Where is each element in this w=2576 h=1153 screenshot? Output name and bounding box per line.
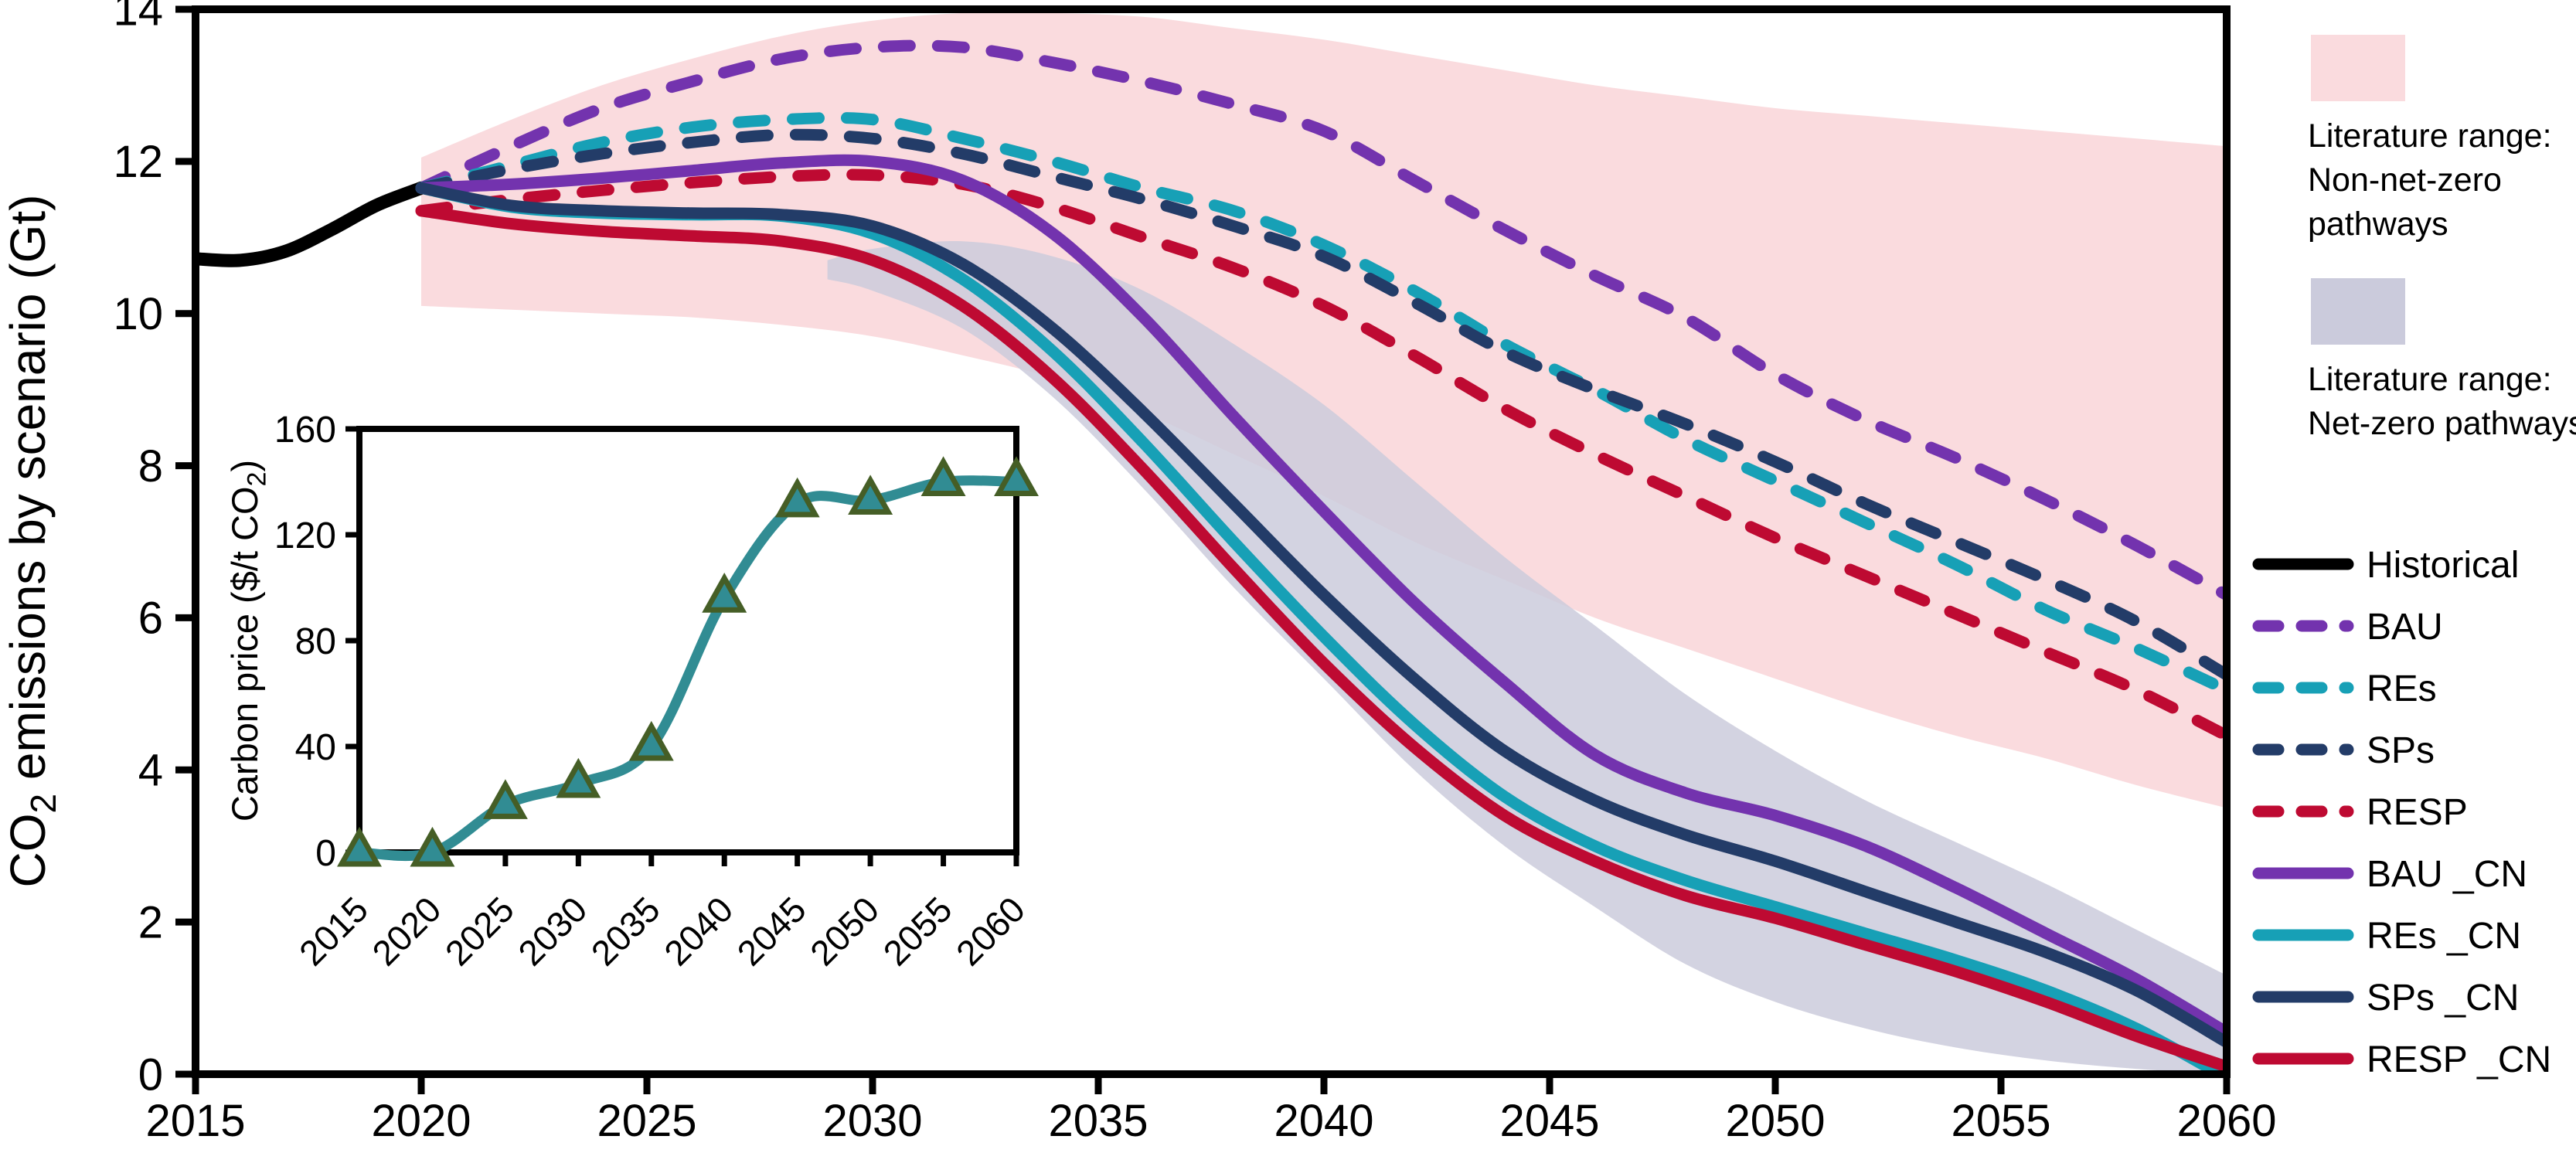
inset-x-tick-label: 2045 <box>730 889 814 973</box>
carbon-price-line <box>354 475 1022 862</box>
x-tick-label: 2060 <box>2176 1096 2276 1146</box>
x-axis: 2015 2020 2025 2030 2035 2040 2045 2050 2055 2060 <box>145 1074 2277 1146</box>
triangle-marker-icon <box>994 456 1039 496</box>
inset-x-tick-label: 2030 <box>510 889 594 973</box>
inset-x-tick-label: 2025 <box>437 889 522 973</box>
y-tick-label: 4 <box>138 746 163 796</box>
series-line-res <box>415 111 2227 696</box>
y-axis: 0 2 4 6 8 10 12 14 <box>113 0 196 1100</box>
legend-item-sps-cn: SPs _CN <box>2252 978 2519 1019</box>
legend-item-literature-range-net-zero: Literature range: Net-zero pathways <box>2308 278 2576 442</box>
legend-label: BAU _CN <box>2367 854 2527 895</box>
legend-range-label: Non-net-zero <box>2308 162 2502 199</box>
inset-x-tick-label: 2040 <box>656 889 740 973</box>
y-tick-label: 14 <box>113 0 163 35</box>
inset-x-tick-label: 2055 <box>875 889 959 973</box>
triangle-marker-icon <box>337 826 382 867</box>
legend-range-label: Literature range: <box>2308 117 2552 155</box>
legend-swatch-icon <box>2311 278 2405 345</box>
legend: Literature range:Non-net-zeropathwaysLit… <box>2252 35 2576 1080</box>
axis-title: Carbon price ($/t CO2) <box>224 460 271 821</box>
x-tick-label: 2045 <box>1499 1096 1599 1146</box>
inset-x-tick-label: 2060 <box>948 889 1033 973</box>
inset-y-tick-label: 160 <box>274 410 336 451</box>
legend-label: SPs <box>2367 730 2435 771</box>
axis-title: CO2 emissions by scenario (Gt) <box>0 195 63 888</box>
inset-x-tick-label: 2020 <box>364 889 448 973</box>
x-tick-label: 2035 <box>1048 1096 1148 1146</box>
legend-label: RESP <box>2367 792 2468 833</box>
triangle-marker-icon <box>410 826 455 867</box>
series-line-historical <box>196 181 428 267</box>
legend-range-label: Net-zero pathways <box>2308 405 2576 442</box>
x-tick-label: 2025 <box>597 1096 696 1146</box>
legend-item-literature-range-non-net-zero: Literature range: Non-net-zero pathways <box>2308 35 2552 243</box>
legend-item-resp: RESP <box>2252 792 2468 833</box>
inset-y-tick-label: 80 <box>295 621 336 662</box>
triangle-marker-icon <box>848 474 893 515</box>
x-tick-label: 2055 <box>1951 1096 2050 1146</box>
triangle-marker-icon <box>702 573 747 613</box>
legend-label: REs <box>2367 668 2437 709</box>
legend-item-resp-cn: RESP _CN <box>2252 1039 2551 1080</box>
triangle-marker-icon <box>920 456 966 496</box>
y-tick-label: 0 <box>138 1049 163 1100</box>
x-tick-label: 2030 <box>822 1096 922 1146</box>
legend-item-bau-cn: BAU _CN <box>2252 854 2527 895</box>
inset-x-tick-label: 2035 <box>584 889 668 973</box>
triangle-marker-icon <box>628 720 674 761</box>
legend-range-label: pathways <box>2308 206 2448 243</box>
y-tick-label: 10 <box>113 289 163 339</box>
legend-label: Historical <box>2367 545 2519 586</box>
legend-item-res: REs <box>2252 668 2437 709</box>
series-line-sps-cn <box>415 182 2227 1049</box>
series-line-bau <box>415 39 2227 601</box>
triangle-marker-icon <box>556 757 601 798</box>
y-tick-label: 6 <box>138 594 163 644</box>
legend-item-res-cn: REs _CN <box>2252 916 2521 957</box>
legend-label: RESP _CN <box>2367 1039 2551 1080</box>
series-line-bau-cn <box>415 154 2227 1039</box>
y-tick-label: 12 <box>113 137 163 187</box>
legend-label: SPs _CN <box>2367 978 2519 1019</box>
inset-y-tick-label: 40 <box>295 727 336 768</box>
inset-y-tick-label: 0 <box>315 833 336 874</box>
legend-item-sps: SPs <box>2252 730 2435 771</box>
triangle-marker-icon <box>482 779 528 819</box>
legend-item-historical: Historical <box>2252 545 2519 586</box>
x-tick-label: 2040 <box>1274 1096 1373 1146</box>
plot-frame <box>192 5 2231 1078</box>
triangle-marker-icon <box>774 477 820 518</box>
legend-item-bau: BAU <box>2252 607 2443 648</box>
legend-label: REs _CN <box>2367 916 2521 957</box>
x-tick-label: 2020 <box>371 1096 471 1146</box>
x-tick-label: 2050 <box>1725 1096 1825 1146</box>
inset-x-tick-label: 2015 <box>291 889 376 973</box>
legend-range-label: Literature range: <box>2308 361 2552 398</box>
inset-y-tick-label: 120 <box>274 515 336 556</box>
legend-swatch-icon <box>2311 35 2405 101</box>
series-line-resp-cn <box>415 205 2227 1073</box>
inset-x-tick-label: 2050 <box>802 889 886 973</box>
inset-chart: 0408012016020152020202520302035204020452… <box>224 410 1039 973</box>
series-line-sps <box>415 128 2227 681</box>
x-tick-label: 2015 <box>145 1096 245 1146</box>
y-tick-label: 8 <box>138 441 163 491</box>
y-tick-label: 2 <box>138 897 163 947</box>
main-chart: 2015 2020 2025 2030 2035 2040 2045 2050 2055 2060… <box>0 0 2277 1146</box>
inset-frame <box>356 426 1019 855</box>
series-line-resp <box>415 168 2227 742</box>
legend-label: BAU <box>2367 607 2443 648</box>
